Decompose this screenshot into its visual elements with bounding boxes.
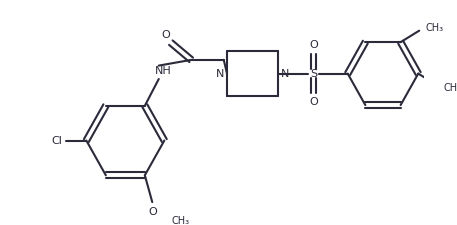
Text: O: O	[161, 30, 170, 40]
Text: O: O	[148, 207, 157, 217]
Text: N: N	[281, 69, 289, 79]
Text: Cl: Cl	[51, 135, 62, 146]
Text: O: O	[309, 97, 318, 107]
Text: CH₃: CH₃	[426, 23, 444, 33]
Text: S: S	[310, 69, 317, 79]
Text: N: N	[216, 69, 225, 79]
Text: CH₃: CH₃	[444, 83, 457, 93]
Text: NH: NH	[155, 66, 172, 76]
Text: CH₃: CH₃	[171, 216, 189, 225]
Text: O: O	[309, 40, 318, 50]
